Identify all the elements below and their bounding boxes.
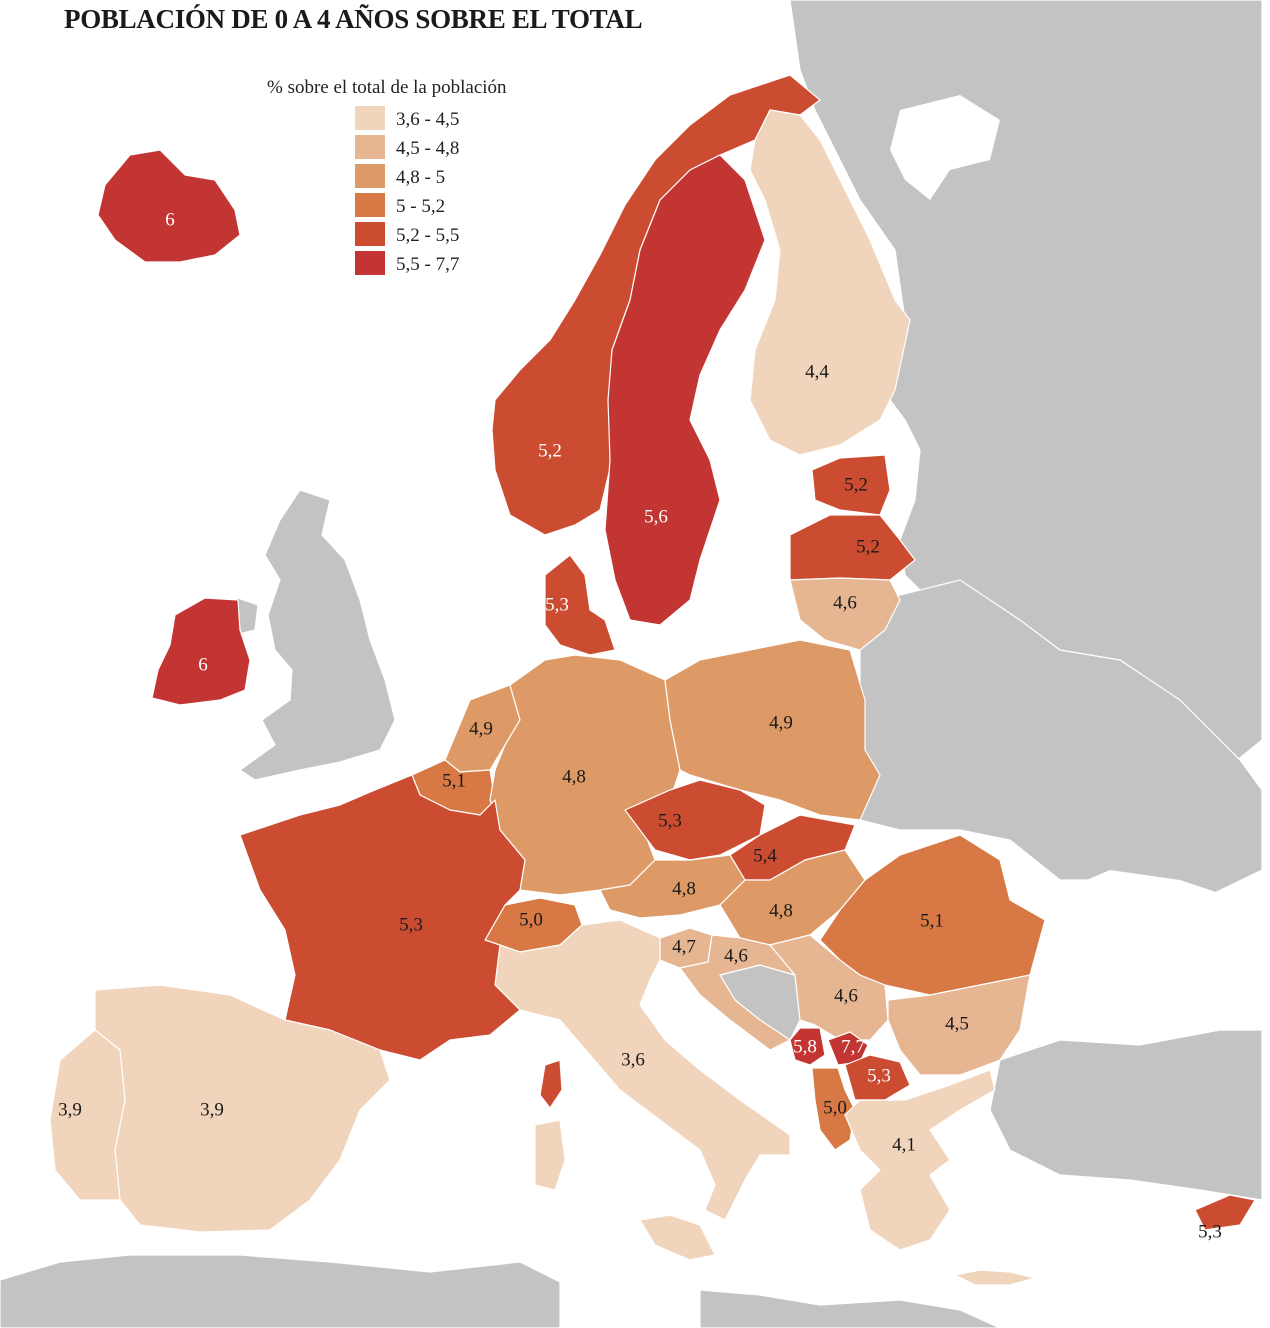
legend-swatch — [355, 193, 385, 217]
value-label-serbia: 4,6 — [834, 985, 858, 1006]
value-label-finland: 4,4 — [805, 361, 829, 382]
legend-title: % sobre el total de la población — [267, 77, 507, 98]
legend-swatch — [355, 164, 385, 188]
land-libya — [699, 1289, 1001, 1328]
value-label-czechia: 5,3 — [658, 810, 682, 831]
country-denmark — [544, 554, 616, 656]
country-lithuania — [789, 577, 901, 651]
map-title: POBLACIÓN DE 0 A 4 AÑOS SOBRE EL TOTAL — [64, 4, 643, 34]
land-uk — [238, 489, 396, 781]
value-label-austria: 4,8 — [672, 878, 696, 899]
country-greece — [844, 1069, 996, 1251]
legend-label: 5,2 - 5,5 — [396, 225, 459, 246]
value-label-slovakia: 5,4 — [753, 845, 777, 866]
country-iceland — [97, 149, 241, 263]
country-czechia — [624, 779, 766, 861]
value-label-switzerland: 5,0 — [519, 909, 543, 930]
country-estonia — [811, 454, 891, 516]
value-label-belgium: 5,1 — [442, 770, 466, 791]
country-france — [239, 774, 526, 1061]
country-albania — [811, 1067, 856, 1151]
value-labels: 6 6 5,2 5,6 4,4 5,2 5,2 4,6 5,3 4,9 5,1 4,8 4,9 5,3 5,… — [58, 209, 1222, 1242]
legend-swatch — [355, 251, 385, 275]
country-north-macedonia — [844, 1054, 911, 1101]
country-sardinia — [534, 1119, 566, 1191]
legend-label: 5 - 5,2 — [396, 196, 445, 217]
country-ireland — [151, 597, 251, 706]
value-label-albania: 5,0 — [823, 1097, 847, 1118]
value-label-france: 5,3 — [399, 914, 423, 935]
country-montenegro — [789, 1027, 826, 1066]
value-label-spain: 3,9 — [200, 1099, 224, 1120]
value-label-lithuania: 4,6 — [833, 592, 857, 613]
country-finland — [749, 109, 911, 456]
legend-label: 5,5 - 7,7 — [396, 254, 459, 275]
country-cyprus — [1194, 1194, 1256, 1231]
value-label-north-macedonia: 5,3 — [867, 1065, 891, 1086]
value-label-montenegro: 5,8 — [793, 1036, 817, 1057]
land-turkey — [989, 1029, 1263, 1201]
value-label-norway: 5,2 — [538, 440, 562, 461]
value-label-romania: 5,1 — [920, 910, 944, 931]
country-italy — [494, 919, 791, 1221]
value-label-croatia: 4,6 — [724, 945, 748, 966]
land-north-africa — [0, 1254, 561, 1328]
country-poland — [664, 639, 881, 821]
value-label-bulgaria: 4,5 — [945, 1013, 969, 1034]
countries — [49, 74, 1256, 1286]
value-label-sweden: 5,6 — [644, 506, 668, 527]
value-label-estonia: 5,2 — [844, 474, 868, 495]
value-label-greece: 4,1 — [892, 1134, 916, 1155]
legend-swatch — [355, 135, 385, 159]
legend-swatch — [355, 222, 385, 246]
legend-swatch — [355, 106, 385, 130]
value-label-germany: 4,8 — [562, 766, 586, 787]
value-label-denmark: 5,3 — [545, 594, 569, 615]
country-latvia — [789, 514, 916, 581]
value-label-iceland: 6 — [165, 209, 175, 230]
value-label-latvia: 5,2 — [856, 536, 880, 557]
legend: % sobre el total de la población 3,6 - 4… — [267, 77, 507, 275]
value-label-italy: 3,6 — [621, 1049, 645, 1070]
country-portugal — [49, 1029, 126, 1201]
value-label-ireland: 6 — [198, 654, 208, 675]
value-label-cyprus: 5,3 — [1198, 1221, 1222, 1242]
country-sicily — [639, 1214, 716, 1261]
legend-label: 4,8 - 5 — [396, 167, 445, 188]
country-sweden — [604, 154, 766, 626]
value-label-kosovo: 7,7 — [841, 1036, 865, 1057]
legend-label: 3,6 - 4,5 — [396, 109, 459, 130]
value-label-slovenia: 4,7 — [672, 936, 696, 957]
country-corsica — [539, 1059, 563, 1109]
value-label-netherlands: 4,9 — [469, 718, 493, 739]
country-crete — [954, 1269, 1036, 1286]
country-bulgaria — [887, 974, 1031, 1076]
value-label-poland: 4,9 — [769, 712, 793, 733]
country-croatia — [679, 934, 796, 1051]
country-kosovo — [827, 1031, 869, 1066]
value-label-portugal: 3,9 — [58, 1099, 82, 1120]
value-label-hungary: 4,8 — [769, 900, 793, 921]
legend-label: 4,5 - 4,8 — [396, 138, 459, 159]
